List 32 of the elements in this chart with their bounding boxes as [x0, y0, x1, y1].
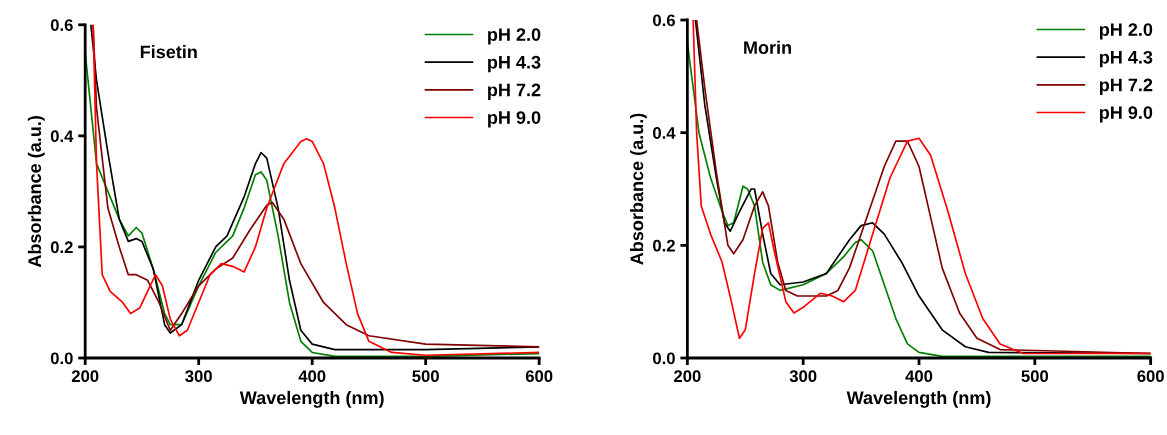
legend-label: pH 2.0	[1099, 23, 1153, 40]
y-tick-label: 0.4	[50, 130, 74, 143]
x-tick-label: 400	[298, 370, 326, 383]
text: Morin	[744, 40, 791, 54]
y-tick-label: 0.6	[653, 14, 675, 27]
x-tick-label: 200	[71, 370, 99, 383]
y-axis-title: Absorbance (a.u.)	[630, 113, 647, 265]
x-axis-title: Wavelength (nm)	[239, 390, 384, 408]
x-tick-label: 300	[789, 370, 817, 383]
x-tick-label: 500	[412, 370, 439, 383]
legend-label: pH 2.0	[488, 28, 541, 45]
legend-label: pH 4.3	[488, 55, 541, 73]
y-tick-label: 0.0	[50, 352, 73, 365]
x-tick-label: 300	[185, 370, 212, 383]
x-tick-label: 600	[1137, 370, 1164, 383]
text: Fisetin	[140, 45, 197, 59]
legend-label: pH 9.0	[1099, 106, 1153, 123]
y-axis-title: Absorbance (a.u.)	[27, 116, 45, 268]
y-tick-label: 0.2	[653, 239, 675, 252]
y-tick-label: 0.2	[50, 241, 73, 254]
x-axis-title: Wavelength (nm)	[846, 390, 991, 408]
x-tick-label: 200	[674, 370, 701, 383]
legend-label: pH 4.3	[1099, 50, 1153, 68]
y-tick-label: 0.4	[653, 127, 676, 139]
y-tick-label: 0.6	[50, 19, 73, 31]
legend-label: pH 7.2	[488, 83, 541, 100]
y-tick-label: 0.0	[653, 352, 675, 365]
x-tick-label: 600	[525, 370, 553, 383]
legend-label: pH 9.0	[488, 111, 541, 128]
legend-label: pH 7.2	[1099, 78, 1153, 95]
x-tick-label: 400	[905, 370, 933, 383]
x-tick-label: 500	[1021, 370, 1049, 383]
